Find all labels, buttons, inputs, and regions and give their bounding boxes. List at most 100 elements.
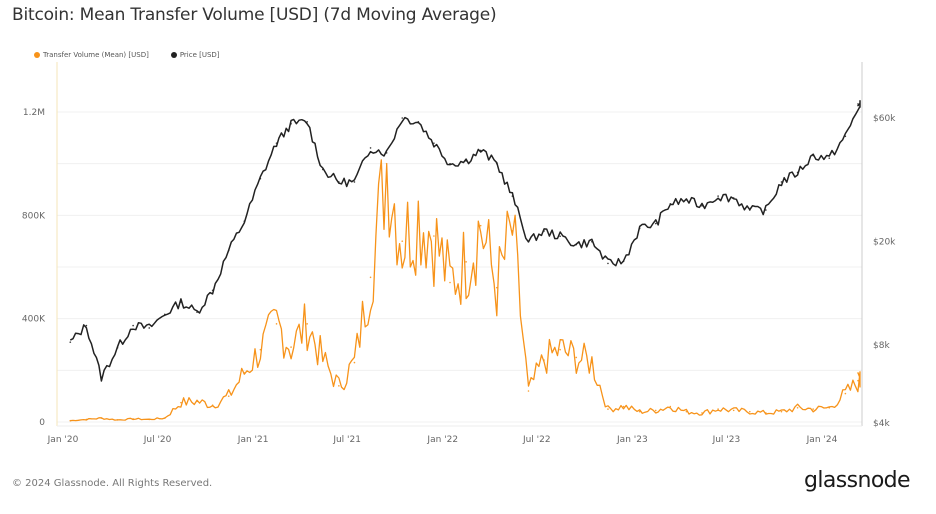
price-point xyxy=(780,181,783,183)
price-point xyxy=(100,376,103,379)
price-point xyxy=(559,235,561,238)
price-point xyxy=(527,240,530,243)
volume-point xyxy=(701,412,703,414)
price-point xyxy=(828,157,831,159)
volume-point xyxy=(290,346,292,348)
x-tick-label: Jul '20 xyxy=(143,435,172,445)
volume-point xyxy=(196,400,198,403)
series-line-transfer-volume xyxy=(70,159,861,422)
price-point xyxy=(259,177,262,180)
volume-point xyxy=(211,404,214,407)
volume-point xyxy=(765,412,767,414)
volume-point xyxy=(812,408,814,410)
x-tick-label: Jan '22 xyxy=(426,435,458,445)
volume-point xyxy=(259,348,262,351)
y-left-tick-label: 800K xyxy=(22,211,46,221)
price-point xyxy=(575,243,578,246)
price-point xyxy=(638,227,641,230)
price-point xyxy=(732,197,735,199)
volume-point xyxy=(748,410,751,413)
price-point xyxy=(417,121,420,123)
legend-item-volume[interactable]: Transfer Volume (Mean) [USD] xyxy=(34,51,149,59)
volume-point xyxy=(227,395,230,397)
volume-point xyxy=(132,418,134,420)
volume-point xyxy=(353,361,356,364)
y-left-tick-label: 1.2M xyxy=(23,108,45,118)
price-point xyxy=(275,142,278,144)
price-point xyxy=(717,195,719,197)
price-point xyxy=(196,311,198,313)
volume-point xyxy=(622,405,625,408)
legend-volume-dot-icon xyxy=(34,52,40,58)
price-point xyxy=(290,122,292,125)
x-tick-label: Jan '24 xyxy=(806,435,838,445)
volume-point xyxy=(275,323,278,325)
volume-point xyxy=(148,418,151,421)
volume-point xyxy=(717,408,719,410)
volume-point xyxy=(369,276,372,279)
volume-point xyxy=(449,281,451,284)
series-line-price xyxy=(69,99,861,382)
price-point xyxy=(180,301,182,303)
price-point xyxy=(116,346,119,349)
volume-point xyxy=(828,406,831,409)
price-point xyxy=(495,162,498,165)
price-point xyxy=(844,135,847,138)
y-right-tick-label: $60k xyxy=(873,114,896,124)
legend-price-label: Price [USD] xyxy=(179,51,220,59)
price-point xyxy=(479,149,482,152)
price-point xyxy=(591,240,593,243)
price-point xyxy=(211,289,214,292)
volume-point xyxy=(654,409,657,412)
volume-point xyxy=(100,417,103,419)
volume-point xyxy=(669,405,672,408)
price-point xyxy=(85,324,88,327)
price-point xyxy=(338,181,340,183)
price-point xyxy=(148,327,151,329)
price-point xyxy=(765,209,767,211)
volume-point xyxy=(243,372,246,374)
volume-point xyxy=(479,224,482,227)
price-point xyxy=(353,181,356,183)
volume-point xyxy=(385,162,388,165)
price-point xyxy=(243,220,246,222)
volume-point xyxy=(465,261,467,263)
price-point xyxy=(654,222,657,225)
volume-point xyxy=(607,408,609,410)
legend-price-dot-icon xyxy=(170,52,177,58)
volume-point xyxy=(844,392,847,395)
volume-point xyxy=(796,406,799,409)
x-tick-label: Jul '23 xyxy=(712,435,741,445)
price-point xyxy=(857,104,859,107)
volume-point xyxy=(306,323,308,325)
price-point xyxy=(433,142,435,144)
price-point xyxy=(465,160,467,162)
glassnode-logo[interactable]: glassnode xyxy=(804,468,911,493)
x-tick-label: Jul '21 xyxy=(332,435,361,445)
price-point xyxy=(748,209,751,211)
volume-point xyxy=(511,230,514,232)
grid-lines xyxy=(57,111,862,423)
x-tick-label: Jan '20 xyxy=(47,435,79,445)
price-point xyxy=(164,313,166,316)
volume-point xyxy=(527,390,530,392)
legend-volume-label: Transfer Volume (Mean) [USD] xyxy=(43,51,149,59)
volume-point xyxy=(543,359,545,361)
chart-legend: Transfer Volume (Mean) [USD] Price [USD] xyxy=(34,51,220,59)
chart-title: Bitcoin: Mean Transfer Volume [USD] (7d … xyxy=(12,5,497,25)
price-point xyxy=(812,154,814,157)
volume-point xyxy=(685,410,688,413)
volume-point xyxy=(321,359,324,361)
legend-item-price[interactable]: Price [USD] xyxy=(170,51,220,59)
volume-point xyxy=(164,417,166,419)
price-point xyxy=(701,205,703,207)
price-point xyxy=(401,117,404,119)
price-point xyxy=(622,260,625,263)
price-point xyxy=(685,199,688,201)
volume-point xyxy=(417,214,420,217)
price-point xyxy=(607,262,609,265)
volume-point xyxy=(732,409,735,412)
price-point xyxy=(306,121,308,123)
y-left-tick-label: 400K xyxy=(22,315,46,325)
